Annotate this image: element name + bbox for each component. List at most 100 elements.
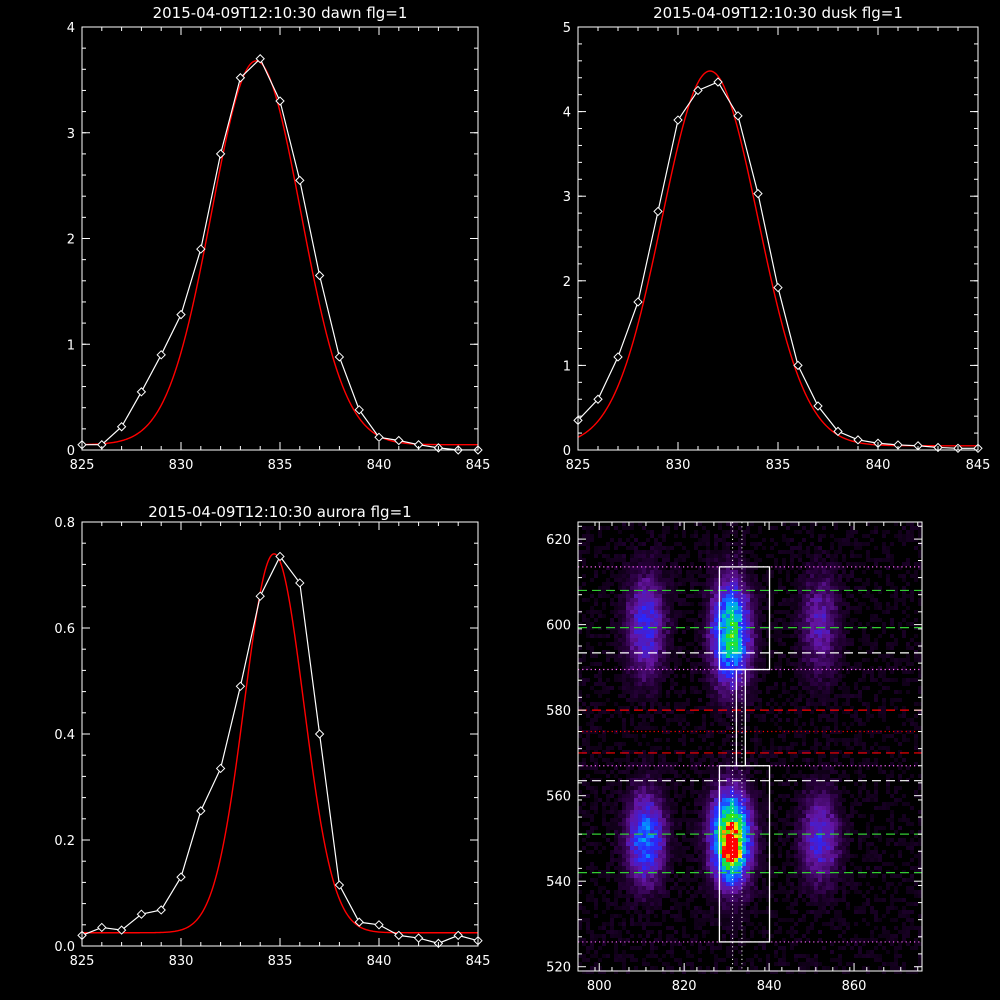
heatmap-cell <box>714 542 718 546</box>
heatmap-cell <box>642 566 646 570</box>
heatmap-cell <box>602 526 606 530</box>
heatmap-cell <box>890 794 894 798</box>
heatmap-cell <box>626 630 630 634</box>
heatmap-cell <box>766 670 770 674</box>
heatmap-cell <box>806 850 810 854</box>
heatmap-cell <box>806 858 810 862</box>
heatmap-cell <box>654 638 658 642</box>
heatmap-cell <box>730 806 734 810</box>
heatmap-cell <box>734 802 738 806</box>
heatmap-cell <box>770 574 774 578</box>
heatmap-cell <box>634 586 638 590</box>
heatmap-cell <box>642 850 646 854</box>
heatmap-cell <box>774 662 778 666</box>
heatmap-cell <box>866 794 870 798</box>
heatmap-cell <box>646 710 650 714</box>
heatmap-cell <box>730 622 734 626</box>
heatmap-cell <box>638 578 642 582</box>
heatmap-cell <box>750 674 754 678</box>
heatmap-cell <box>606 762 610 766</box>
heatmap-cell <box>794 554 798 558</box>
heatmap-cell <box>798 822 802 826</box>
heatmap-cell <box>818 830 822 834</box>
heatmap-cell <box>638 622 642 626</box>
heatmap-cell <box>894 758 898 762</box>
heatmap-cell <box>726 690 730 694</box>
heatmap-cell <box>734 610 738 614</box>
heatmap-cell <box>658 794 662 798</box>
heatmap-cell <box>770 594 774 598</box>
heatmap-cell <box>638 754 642 758</box>
heatmap-cell <box>754 850 758 854</box>
heatmap-cell <box>842 722 846 726</box>
heatmap-cell <box>738 658 742 662</box>
heatmap-cell <box>586 694 590 698</box>
heatmap-cell <box>778 582 782 586</box>
heatmap-cell <box>718 690 722 694</box>
heatmap-cell <box>822 782 826 786</box>
heatmap-cell <box>750 782 754 786</box>
heatmap-cell <box>798 610 802 614</box>
heatmap-cell <box>902 526 906 530</box>
heatmap-cell <box>710 794 714 798</box>
heatmap-cell <box>742 858 746 862</box>
heatmap-cell <box>842 558 846 562</box>
heatmap-cell <box>582 658 586 662</box>
heatmap-cell <box>614 742 618 746</box>
heatmap-cell <box>846 666 850 670</box>
heatmap-cell <box>678 662 682 666</box>
heatmap-cell <box>666 666 670 670</box>
heatmap-cell <box>710 698 714 702</box>
heatmap-cell <box>754 770 758 774</box>
heatmap-cell <box>838 626 842 630</box>
heatmap-cell <box>754 602 758 606</box>
heatmap-cell <box>866 798 870 802</box>
heatmap-cell <box>674 526 678 530</box>
heatmap-cell <box>606 758 610 762</box>
heatmap-cell <box>750 610 754 614</box>
heatmap-cell <box>898 574 902 578</box>
heatmap-cell <box>734 842 738 846</box>
heatmap-cell <box>850 542 854 546</box>
heatmap-cell <box>730 550 734 554</box>
heatmap-cell <box>906 522 910 526</box>
heatmap-cell <box>610 858 614 862</box>
heatmap-cell <box>650 718 654 722</box>
data-point <box>235 73 246 83</box>
heatmap-cell <box>658 674 662 678</box>
heatmap-cell <box>694 802 698 806</box>
heatmap-cell <box>742 686 746 690</box>
heatmap-cell <box>802 694 806 698</box>
heatmap-cell <box>742 638 746 642</box>
heatmap-cell <box>810 642 814 646</box>
heatmap-cell <box>794 810 798 814</box>
heatmap-cell <box>758 634 762 638</box>
heatmap-cell <box>874 758 878 762</box>
heatmap-cell <box>722 778 726 782</box>
heatmap-cell <box>694 654 698 658</box>
heatmap-cell <box>690 854 694 858</box>
heatmap-cell <box>610 642 614 646</box>
heatmap-cell <box>618 778 622 782</box>
heatmap-cell <box>810 814 814 818</box>
heatmap-cell <box>758 602 762 606</box>
heatmap-cell <box>754 670 758 674</box>
heatmap-cell <box>590 662 594 666</box>
heatmap-cell <box>786 814 790 818</box>
data-point <box>255 591 265 601</box>
heatmap-cell <box>726 818 730 822</box>
heatmap-cell <box>918 690 922 694</box>
heatmap-cell <box>626 834 630 838</box>
heatmap-cell <box>634 802 638 806</box>
heatmap-cell <box>702 754 706 758</box>
heatmap-cell <box>818 614 822 618</box>
heatmap-cell <box>810 834 814 838</box>
heatmap-cell <box>710 674 714 678</box>
heatmap-cell <box>774 590 778 594</box>
heatmap-cell <box>666 766 670 770</box>
heatmap-cell <box>626 774 630 778</box>
heatmap-cell <box>746 814 750 818</box>
heatmap-cell <box>702 718 706 722</box>
heatmap-cell <box>698 770 702 774</box>
heatmap-cell <box>842 770 846 774</box>
